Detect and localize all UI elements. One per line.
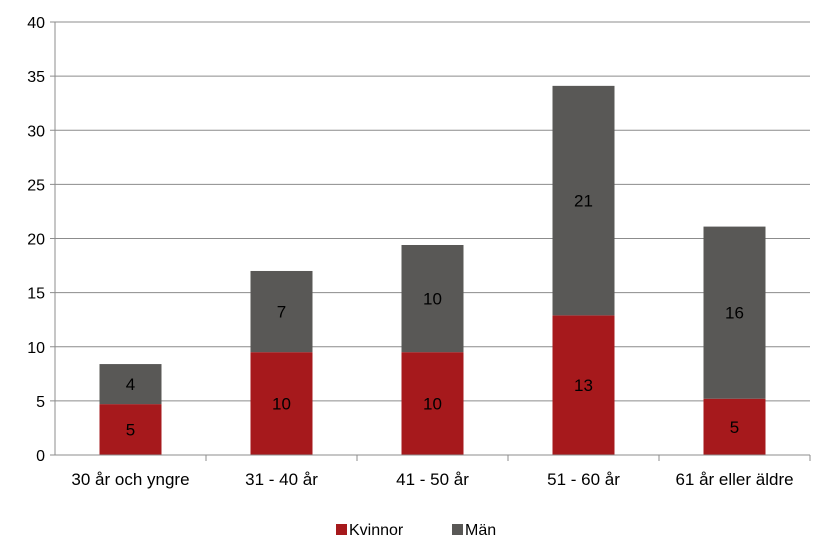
- data-label-man-0: 4: [126, 375, 135, 394]
- y-tick-label-35: 35: [27, 69, 45, 86]
- bar-kvinnor-4: [703, 398, 766, 455]
- legend-swatch-kvinnor: [336, 524, 347, 535]
- legend-swatch-man: [452, 524, 463, 535]
- legend: Kvinnor Män: [336, 522, 496, 539]
- y-tick-label-10: 10: [27, 340, 45, 357]
- y-tick-label-30: 30: [27, 123, 45, 140]
- data-label-kvinnor-2: 10: [423, 395, 442, 414]
- data-label-kvinnor-3: 13: [574, 376, 593, 395]
- bar-kvinnor-0: [99, 404, 162, 455]
- bar-man-1: [250, 270, 313, 353]
- x-axis: 30 år och yngre 31 - 40 år 41 - 50 år 51 - …: [55, 454, 811, 489]
- y-tick-label-20: 20: [27, 232, 45, 249]
- x-category-label-4: 61 år eller äldre: [675, 470, 793, 489]
- bar-man-2: [401, 244, 464, 353]
- data-label-man-1: 7: [277, 303, 286, 322]
- y-tick-label-5: 5: [36, 394, 45, 411]
- bar-man-0: [99, 364, 162, 405]
- y-tick-label-40: 40: [27, 15, 45, 32]
- y-tick-label-15: 15: [27, 286, 45, 303]
- legend-label-man: Män: [465, 522, 496, 539]
- bar-man-4: [703, 226, 766, 399]
- data-label-man-4: 16: [725, 304, 744, 323]
- bar-kvinnor-3: [552, 315, 615, 455]
- x-category-label-3: 51 - 60 år: [547, 470, 620, 489]
- data-label-kvinnor-4: 5: [730, 418, 739, 437]
- data-label-man-2: 10: [423, 290, 442, 309]
- y-tick-label-25: 25: [27, 177, 45, 194]
- x-category-label-1: 31 - 40 år: [245, 470, 318, 489]
- x-category-label-2: 41 - 50 år: [396, 470, 469, 489]
- data-label-man-3: 21: [574, 192, 593, 211]
- bar-kvinnor-2: [401, 352, 464, 455]
- data-label-kvinnor-1: 10: [272, 395, 291, 414]
- y-tick-label-0: 0: [36, 448, 45, 465]
- data-label-kvinnor-0: 5: [126, 421, 135, 440]
- legend-label-kvinnor: Kvinnor: [349, 522, 404, 539]
- bars: 5 4 10 7 10 10 13 21 5 16: [99, 85, 766, 455]
- bar-man-3: [552, 85, 615, 316]
- bar-kvinnor-1: [250, 352, 313, 455]
- x-category-label-0: 30 år och yngre: [71, 470, 189, 489]
- y-axis: 0 5 10 15 20 25 30 35 40: [27, 15, 56, 465]
